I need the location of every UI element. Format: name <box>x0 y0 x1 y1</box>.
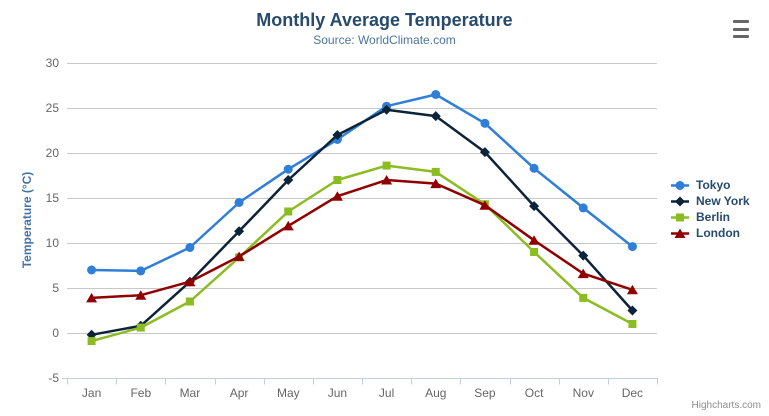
square-marker <box>185 297 194 306</box>
series-line <box>90 108 634 337</box>
legend-label: London <box>696 226 740 240</box>
legend-item-london[interactable]: London <box>671 225 750 241</box>
circle-marker <box>431 90 441 99</box>
circle-marker <box>234 198 244 207</box>
square-marker <box>431 167 440 176</box>
diamond-marker <box>430 111 441 122</box>
diamond-marker <box>283 175 294 185</box>
circle-marker <box>185 243 195 252</box>
chart-title: Monthly Average Temperature <box>256 10 513 30</box>
x-axis-label: Jan <box>82 386 101 400</box>
triangle-marker <box>674 228 686 238</box>
x-axis-label: Sep <box>474 386 496 400</box>
series-london[interactable] <box>86 175 638 303</box>
diamond-marker <box>578 250 589 261</box>
diamond-marker <box>381 104 392 115</box>
y-axis-label: 10 <box>46 236 60 250</box>
square-marker <box>136 323 145 332</box>
series-tokyo[interactable] <box>87 90 637 276</box>
legend-item-tokyo[interactable]: Tokyo <box>671 177 750 193</box>
triangle-marker <box>430 178 442 189</box>
chart-subtitle: Source: WorldClimate.com <box>313 33 456 47</box>
square-marker <box>579 293 588 302</box>
legend: Tokyo New York Berlin London <box>671 177 750 241</box>
diamond-marker <box>479 147 490 158</box>
circle-marker <box>529 163 539 173</box>
y-axis-label: 5 <box>52 281 59 295</box>
triangle-marker <box>184 276 196 287</box>
legend-label: Berlin <box>696 210 731 224</box>
diamond-marker <box>529 201 540 212</box>
y-axis-label: 0 <box>52 326 59 340</box>
y-axis-label: 25 <box>46 101 60 115</box>
legend-marker-triangle <box>671 228 689 238</box>
circle-marker <box>578 203 588 213</box>
square-marker <box>333 176 342 184</box>
triangle-marker <box>479 200 491 210</box>
circle-marker <box>627 242 637 252</box>
triangle-marker <box>626 284 638 295</box>
diamond-marker <box>234 226 245 237</box>
triangle-marker <box>135 290 147 300</box>
x-axis-label: Apr <box>230 386 249 400</box>
y-axis-label: 15 <box>46 191 60 205</box>
square-marker <box>87 337 96 346</box>
series-new-york[interactable] <box>86 104 638 340</box>
y-axis-label: 30 <box>46 56 60 70</box>
y-axis-title: Temperature (°C) <box>20 171 34 269</box>
diamond-marker <box>675 196 685 206</box>
triangle-marker <box>233 251 245 261</box>
x-axis-label: Jun <box>328 386 347 400</box>
square-marker <box>628 320 637 328</box>
triangle-marker <box>86 292 98 303</box>
series-line <box>90 178 634 300</box>
legend-item-berlin[interactable]: Berlin <box>671 209 750 225</box>
x-axis-label: Aug <box>425 386 446 400</box>
diamond-marker <box>627 305 638 316</box>
square-marker <box>676 213 684 221</box>
circle-marker <box>136 266 146 276</box>
credits-link[interactable]: Highcharts.com <box>691 400 761 411</box>
x-axis-label: Nov <box>573 386 594 400</box>
y-axis-label: 20 <box>46 146 60 160</box>
export-menu-button[interactable] <box>729 17 753 41</box>
x-axis-label: May <box>277 386 300 400</box>
legend-label: Tokyo <box>696 178 731 192</box>
hamburger-icon <box>733 35 749 38</box>
triangle-marker <box>577 268 589 279</box>
legend-marker-square <box>671 213 689 221</box>
triangle-marker <box>381 175 393 185</box>
legend-marker-diamond <box>671 196 689 206</box>
legend-label: New York <box>696 194 750 208</box>
triangle-marker <box>331 191 343 201</box>
triangle-marker <box>528 235 540 245</box>
circle-marker <box>480 118 490 128</box>
hamburger-icon <box>733 20 749 23</box>
circle-marker <box>283 164 293 174</box>
square-marker <box>530 248 539 256</box>
square-marker <box>284 207 293 216</box>
circle-marker <box>675 180 685 190</box>
square-marker <box>382 161 391 170</box>
series-line <box>90 164 634 343</box>
triangle-marker <box>282 220 294 231</box>
y-axis-label: -5 <box>48 371 59 385</box>
x-axis-label: Jul <box>379 386 394 400</box>
x-axis-label: Dec <box>622 386 643 400</box>
x-axis-label: Mar <box>180 386 201 400</box>
diamond-marker <box>332 130 343 140</box>
x-axis-label: Oct <box>525 386 544 400</box>
series-line <box>90 93 634 273</box>
legend-item-new-york[interactable]: New York <box>671 193 750 209</box>
circle-marker <box>87 265 97 275</box>
hamburger-icon <box>733 27 749 31</box>
legend-marker-circle <box>671 180 689 190</box>
x-axis-label: Feb <box>130 386 151 400</box>
